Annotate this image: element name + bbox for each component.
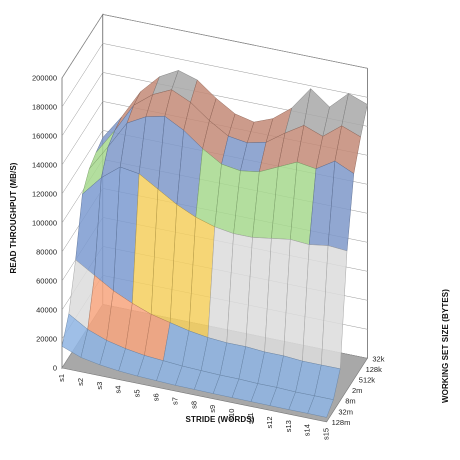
gridline: [61, 72, 368, 137]
y-tick-label: 8m: [345, 397, 355, 406]
surface-plot: [61, 70, 368, 418]
z-tick-label: 100000: [32, 219, 57, 228]
y-tick-label: 32m: [338, 407, 353, 416]
x-tick-label: s7: [170, 397, 179, 405]
z-tick-label: 180000: [32, 103, 57, 112]
y-tick-label: 32k: [372, 354, 384, 363]
x-tick-label: s12: [265, 416, 274, 428]
z-tick-label: 160000: [32, 132, 57, 141]
z-tick-label: 20000: [36, 335, 57, 344]
x-tick-label: s3: [95, 382, 104, 390]
z-tick-label: 80000: [36, 248, 57, 257]
x-axis-title: STRIDE (WORDS): [186, 415, 255, 424]
y-tick-label: 512k: [359, 376, 376, 385]
z-tick-label: 40000: [36, 306, 57, 315]
z-tick-label: 60000: [36, 277, 57, 286]
x-tick-label: s14: [303, 424, 312, 436]
x-tick-label: s6: [152, 393, 161, 401]
tick-labels: 0 20000 40000 60000 80000 100000 120000 140000 1…: [32, 74, 385, 440]
x-tick-label: s11: [246, 413, 255, 425]
x-tick-label: s10: [227, 409, 236, 421]
x-tick-label: s13: [284, 420, 293, 432]
gridline: [61, 43, 368, 108]
x-tick-label: s8: [189, 401, 198, 409]
x-tick-label: s2: [76, 378, 85, 386]
gridline: [61, 14, 368, 79]
z-tick-label: 0: [53, 364, 57, 373]
x-tick-label: s9: [208, 405, 217, 413]
z-tick-label: 140000: [32, 161, 57, 170]
x-tick-label: s5: [133, 389, 142, 397]
y-tick-label: 128m: [332, 418, 351, 427]
y-axis-title: WORKING SET SIZE (BYTES): [441, 289, 450, 403]
x-tick-label: s15: [322, 428, 331, 440]
z-axis-title: READ THROUGHPUT (MB/S): [9, 162, 18, 273]
x-tick-label: s1: [57, 374, 66, 382]
y-tick-label: 128k: [366, 365, 383, 374]
x-tick-label: s4: [114, 386, 123, 394]
z-tick-label: 200000: [32, 74, 57, 83]
z-tick-label: 120000: [32, 190, 57, 199]
y-tick-label: 2m: [352, 386, 362, 395]
surface-cell: [307, 395, 334, 418]
